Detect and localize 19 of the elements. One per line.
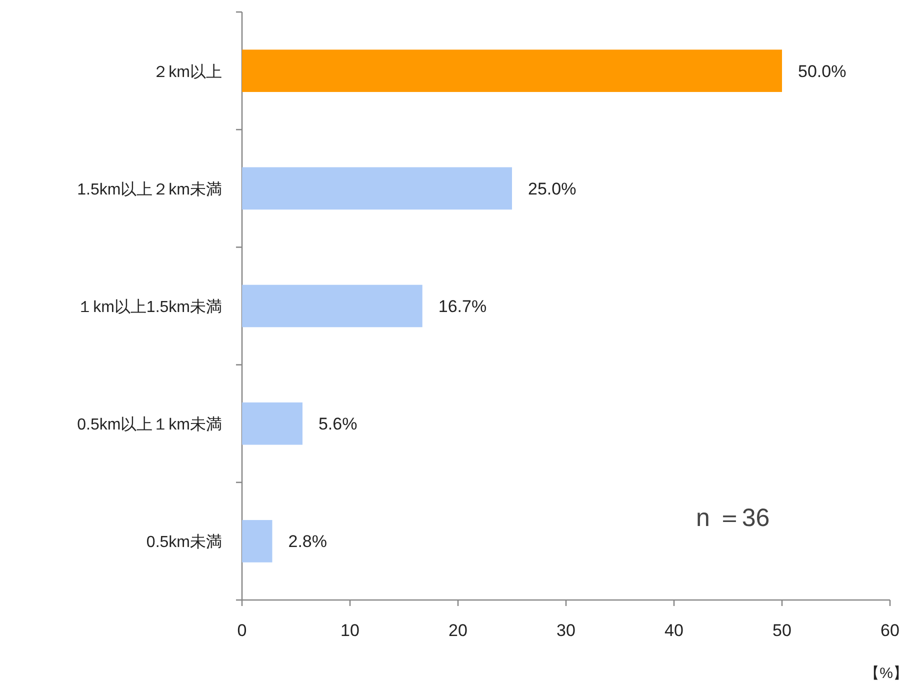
y-tick-label: 0.5km未満 bbox=[146, 533, 222, 552]
y-tick-label: １km以上1.5km未満 bbox=[77, 298, 222, 316]
x-tick-label: 0 bbox=[237, 621, 247, 640]
y-tick-label: 1.5km以上２km未満 bbox=[77, 180, 222, 198]
annotation: n ＝36 bbox=[696, 504, 770, 532]
x-tick-label: 50 bbox=[772, 621, 792, 640]
data-label: 16.7% bbox=[438, 297, 487, 316]
data-label: 25.0% bbox=[528, 179, 576, 198]
x-tick-label: 60 bbox=[880, 621, 900, 640]
data-label: 5.6% bbox=[318, 414, 358, 434]
data-label: 50.0% bbox=[798, 62, 846, 81]
y-tick-label: 0.5km以上１km未満 bbox=[77, 416, 222, 434]
x-tick-label: 20 bbox=[448, 621, 468, 640]
x-tick-label: 30 bbox=[556, 621, 576, 640]
x-axis-title: 【%】 bbox=[864, 665, 908, 682]
data-label: 2.8% bbox=[288, 532, 327, 552]
x-tick-label: 10 bbox=[340, 621, 360, 640]
y-tick-label: ２km以上 bbox=[152, 62, 222, 81]
x-tick-label: 40 bbox=[664, 621, 684, 640]
